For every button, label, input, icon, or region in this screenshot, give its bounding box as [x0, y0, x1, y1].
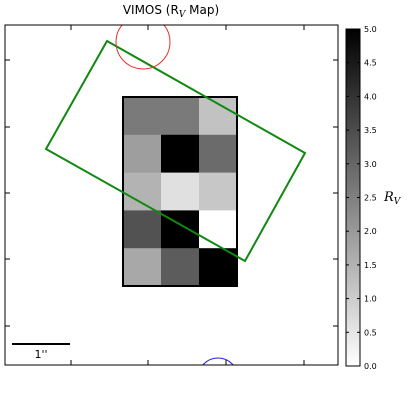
- chart-title: VIMOS (RV Map): [123, 3, 219, 20]
- heatmap-cell: [161, 173, 200, 211]
- colorbar-tick-label: 3.5: [364, 126, 377, 135]
- colorbar-tick-label: 2.0: [364, 227, 377, 236]
- heatmap-cell: [123, 135, 162, 173]
- heatmap-cell: [199, 135, 238, 173]
- heatmap-cell: [161, 97, 200, 135]
- heatmap-cell: [123, 210, 162, 248]
- heatmap-cell: [161, 248, 200, 286]
- colorbar-tick-label: 2.5: [364, 194, 377, 203]
- colorbar-tick-label: 3.0: [364, 160, 377, 169]
- heatmap-cell: [123, 248, 162, 286]
- scale-bar-label: 1'': [34, 348, 47, 361]
- colorbar-tick-label: 4.0: [364, 92, 377, 101]
- image-axes: 1'': [5, 15, 338, 398]
- colorbar: 0.0 0.5 1.0 1.5 2.0 2.5 3.0 3.5 4.0 4.5 5.0 RV: [346, 25, 402, 371]
- heatmap-cell: [199, 97, 238, 135]
- heatmap-grid: [123, 97, 238, 287]
- colorbar-tick-label: 5.0: [364, 25, 377, 34]
- colorbar-tick-label: 0.5: [364, 328, 377, 337]
- bottom-circle-marker: [198, 358, 238, 398]
- colorbar-tick-label: 0.0: [364, 362, 377, 371]
- heatmap-cell: [123, 173, 162, 211]
- heatmap-cell: [199, 210, 238, 248]
- colorbar-tick-label: 1.0: [364, 295, 377, 304]
- colorbar-label: RV: [383, 190, 402, 207]
- colorbar-tick-label: 4.5: [364, 59, 377, 68]
- heatmap-cell: [123, 97, 162, 135]
- heatmap-cell: [161, 135, 200, 173]
- colorbar-tick-label: 1.5: [364, 261, 377, 270]
- heatmap-cell: [199, 173, 238, 211]
